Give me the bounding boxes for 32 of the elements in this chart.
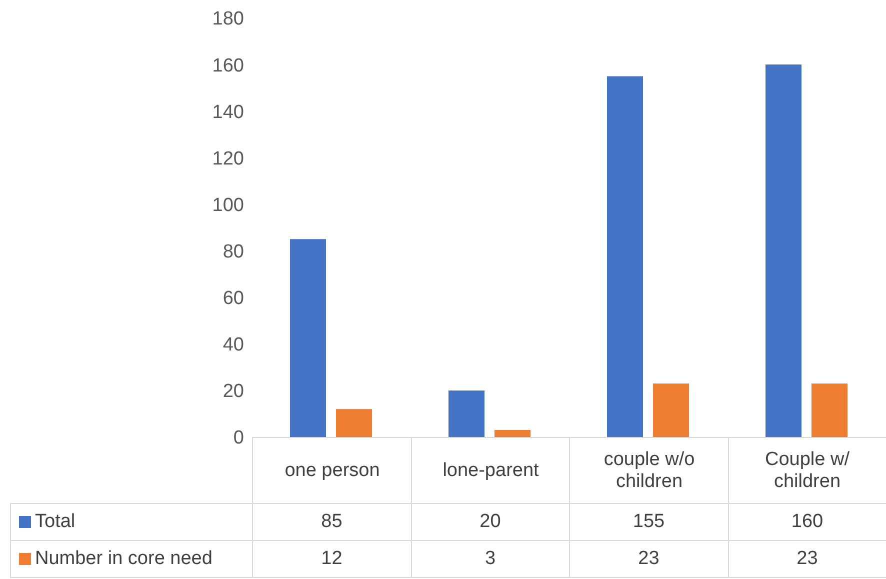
bar [766,64,802,437]
data-label: 160 [728,503,886,541]
y-tick-label: 100 [212,194,244,216]
data-label: 155 [569,503,728,541]
y-tick-label: 80 [222,242,244,263]
bar [812,383,848,437]
y-tick-label: 140 [212,102,244,123]
legend-label: Number in core need [10,540,253,578]
x-tick-label: lone-parent [410,437,570,504]
bar [448,390,484,437]
x-tick-label: couple w/o children [569,437,728,504]
data-label: 85 [252,503,412,541]
legend-label: Total [10,503,253,541]
y-tick-label: 0 [233,428,244,449]
data-label: 23 [728,540,886,578]
y-tick-label: 160 [212,55,244,76]
bar [494,430,530,437]
y-tick-label: 40 [222,334,244,356]
y-tick-label: 180 [212,8,244,30]
x-tick-label: Couple w/ children [728,437,886,504]
bar [653,383,689,437]
data-label: 12 [252,540,412,578]
bar [290,239,326,437]
y-tick-label: 120 [212,148,244,170]
x-tick-label: one person [252,437,412,504]
y-tick-label: 20 [222,381,244,402]
bar [336,409,372,437]
data-label: 20 [410,503,570,541]
data-label: 23 [569,540,728,578]
bar [607,76,643,437]
y-tick-label: 60 [222,288,244,310]
data-label: 3 [410,540,570,578]
